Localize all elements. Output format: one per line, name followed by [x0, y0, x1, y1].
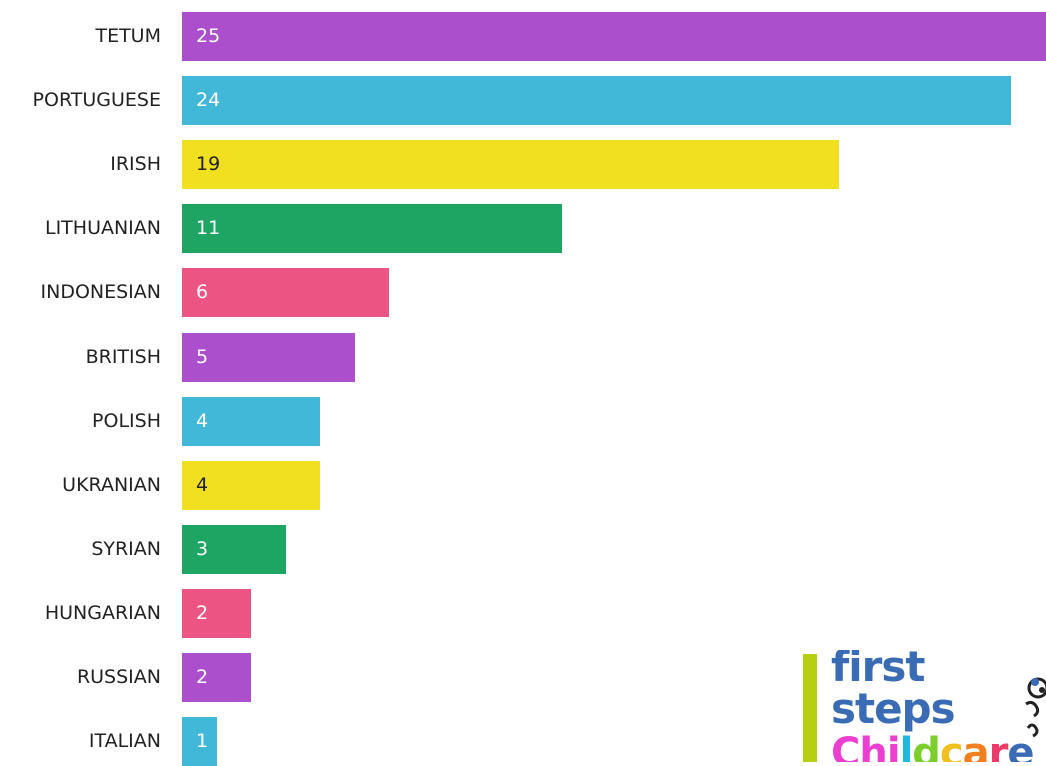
bar-row: PORTUGUESE 24 — [0, 76, 1046, 126]
category-label: INDONESIAN — [40, 281, 162, 304]
logo-letter: r — [988, 730, 1009, 762]
logo-letter: e — [1007, 730, 1034, 762]
first-steps-childcare-logo: first steps Childcare — [803, 650, 1046, 762]
bar: 19 — [182, 140, 839, 190]
category-label: TETUM — [95, 25, 161, 47]
value-label: 1 — [196, 730, 209, 753]
bar: 2 — [182, 588, 252, 638]
bar: 2 — [182, 653, 252, 702]
value-label: 3 — [196, 537, 209, 560]
bar: 4 — [182, 396, 321, 446]
logo-letter: l — [899, 730, 914, 762]
logo-word-steps: steps — [831, 684, 956, 733]
bar-row: HUNGARIAN 2 — [0, 588, 1046, 638]
bar: 3 — [182, 524, 286, 574]
category-label: LITHUANIAN — [44, 217, 161, 240]
category-label: ITALIAN — [88, 730, 161, 753]
category-label: HUNGARIAN — [44, 601, 161, 624]
bar: 6 — [182, 268, 390, 318]
logo-letter: c — [939, 730, 964, 762]
category-label: POLISH — [92, 409, 161, 432]
bar-row: IRISH 19 — [0, 140, 1046, 190]
category-label: BRITISH — [85, 345, 161, 368]
logo-letter: C — [831, 730, 860, 762]
logo-letter: i — [886, 730, 901, 762]
logo-accent-bar — [803, 654, 817, 762]
bar: 1 — [182, 717, 217, 766]
bar-row: BRITISH 5 — [0, 332, 1046, 382]
logo-letter: h — [859, 730, 888, 762]
bar-row: LITHUANIAN 11 — [0, 204, 1046, 254]
value-label: 25 — [196, 25, 221, 47]
value-label: 24 — [196, 89, 221, 112]
category-label: IRISH — [110, 153, 161, 176]
value-label: 6 — [196, 281, 209, 304]
value-label: 2 — [196, 601, 209, 624]
bar-row: ITALIAN 1 — [0, 717, 1046, 766]
logo-letter: a — [962, 730, 990, 762]
value-label: 19 — [196, 153, 221, 176]
category-label: PORTUGUESE — [32, 89, 161, 112]
bar-row: INDONESIAN 6 — [0, 268, 1046, 318]
logo-word-first: first — [831, 650, 925, 691]
bar-row: POLISH 4 — [0, 396, 1046, 446]
value-label: 4 — [196, 473, 209, 496]
bar: 11 — [182, 204, 563, 254]
bar-row: RUSSIAN 2 — [0, 653, 1046, 702]
logo-figure-icon — [1025, 677, 1046, 738]
bar: 5 — [182, 332, 355, 382]
bar: 25 — [182, 12, 1046, 61]
logo-word-childcare: Childcare — [831, 730, 1035, 762]
category-label: SYRIAN — [91, 537, 161, 560]
category-label: RUSSIAN — [76, 666, 161, 688]
bar: 24 — [182, 76, 1012, 126]
bar: 4 — [182, 460, 321, 510]
value-label: 2 — [196, 666, 209, 688]
logo-letter: d — [912, 730, 941, 762]
bar-row: SYRIAN 3 — [0, 524, 1046, 574]
value-label: 4 — [196, 409, 209, 432]
bar-row: TETUM 25 — [0, 12, 1046, 61]
value-label: 5 — [196, 345, 209, 368]
value-label: 11 — [196, 217, 221, 240]
category-label: UKRANIAN — [62, 473, 161, 496]
bar-row: UKRANIAN 4 — [0, 460, 1046, 510]
